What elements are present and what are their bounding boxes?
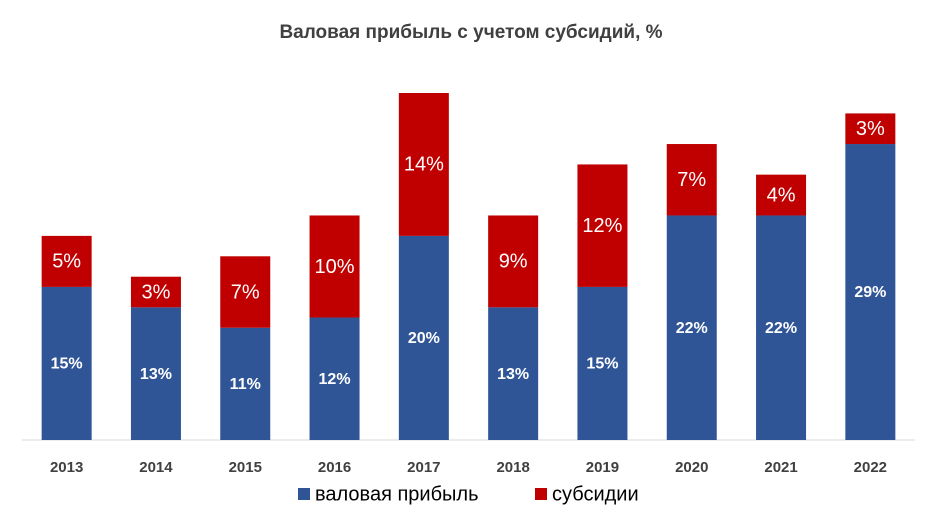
data-label: 4% (767, 184, 796, 206)
bar-segment (845, 144, 896, 440)
bar-segment (488, 215, 539, 308)
bar-segment (398, 235, 449, 440)
bar-segment (130, 307, 181, 440)
x-tick-label: 2021 (764, 459, 797, 476)
bar-segment (398, 93, 449, 236)
bar-segment (666, 215, 717, 440)
bar-segment (41, 286, 92, 440)
data-label: 12% (582, 215, 622, 237)
data-label: 20% (408, 330, 440, 347)
data-label: 15% (586, 356, 618, 373)
bar-segment (577, 164, 628, 287)
bar-segment (756, 215, 807, 440)
data-label: 5% (52, 251, 81, 273)
bar-segment (220, 256, 271, 328)
x-tick-label: 2017 (407, 459, 440, 476)
data-label: 3% (856, 118, 885, 140)
bar-segment (488, 307, 539, 440)
x-tick-label: 2019 (586, 459, 619, 476)
x-tick-label: 2015 (229, 459, 262, 476)
data-label: 9% (499, 251, 528, 273)
x-tick-label: 2018 (496, 459, 529, 476)
legend-swatch (535, 488, 547, 500)
data-label: 22% (765, 320, 797, 337)
bar-segment (220, 327, 271, 440)
bar-segment (309, 215, 360, 318)
bar-segment (577, 286, 628, 440)
legend-label: субсидии (552, 483, 639, 505)
data-label: 7% (231, 281, 260, 303)
x-tick-label: 2014 (139, 459, 173, 476)
x-tick-label: 2016 (318, 459, 351, 476)
bar-segment (130, 276, 181, 308)
data-label: 7% (677, 169, 706, 191)
data-label: 11% (230, 376, 261, 393)
chart-title: Валовая прибыль с учетом субсидий, % (279, 22, 662, 43)
data-label: 13% (140, 366, 172, 383)
data-label: 29% (854, 284, 886, 301)
x-tick-label: 2020 (675, 459, 708, 476)
legend-swatch (298, 488, 310, 500)
bar-segment (41, 235, 92, 287)
bar-segment (309, 317, 360, 440)
data-label: 14% (404, 154, 444, 176)
bar-segment (756, 174, 807, 216)
x-tick-label: 2022 (854, 459, 887, 476)
data-label: 15% (51, 356, 83, 373)
bar-segment (666, 144, 717, 216)
legend-label: валовая прибыль (315, 483, 479, 505)
data-label: 22% (676, 320, 708, 337)
data-label: 3% (141, 281, 170, 303)
x-tick-label: 2013 (50, 459, 83, 476)
bar-segment (845, 113, 896, 145)
data-label: 10% (315, 256, 355, 278)
data-label: 13% (497, 366, 529, 383)
data-label: 12% (319, 371, 351, 388)
